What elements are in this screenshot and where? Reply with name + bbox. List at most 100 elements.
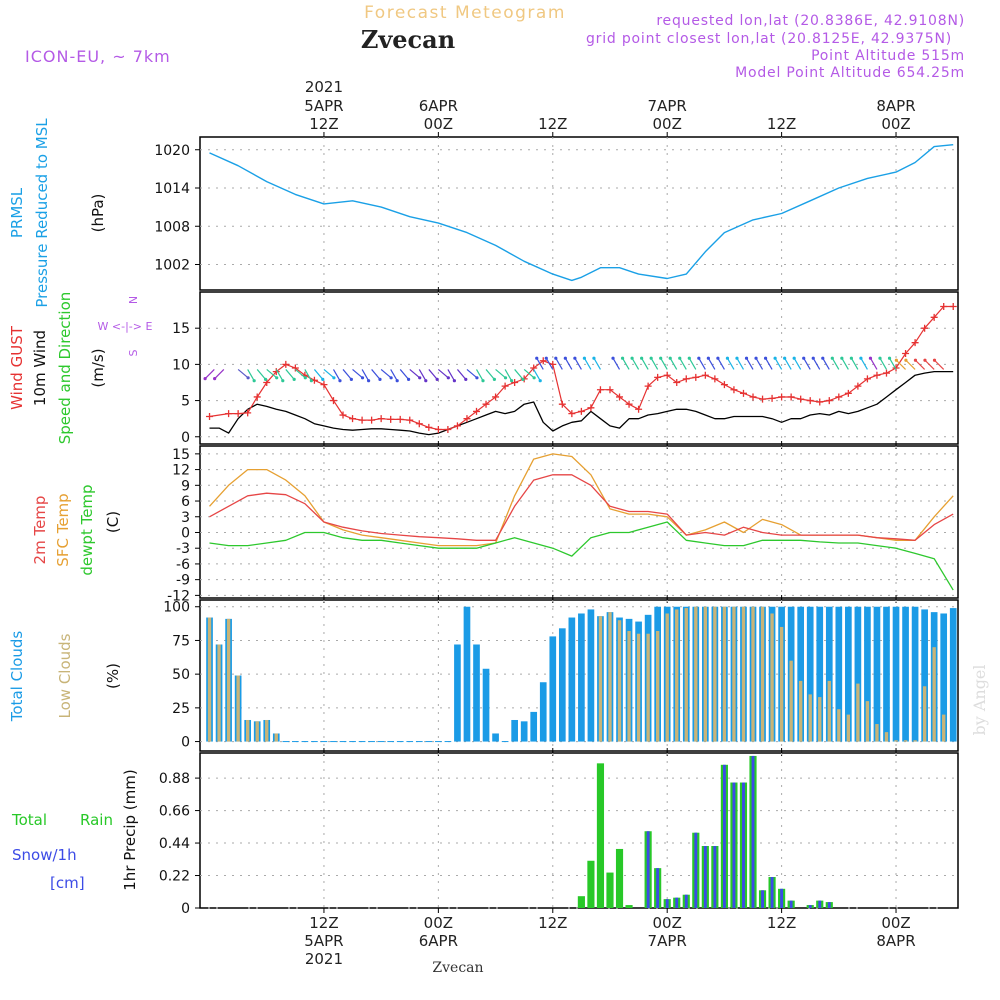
wind-arrow [495,368,506,379]
wind-arrow-head [859,356,863,360]
wind-arrow-head [792,356,796,360]
y-tick-label: 15 [172,321,190,337]
wind-arrow-head [716,356,720,360]
total-cloud-bar [539,682,547,742]
wind-arrow-head [754,356,758,360]
gust-marker [816,398,824,406]
wind-arrow-head [868,356,873,360]
snow-bar [694,832,698,908]
low-cloud-bar [808,694,812,742]
gust-marker [673,378,681,386]
location-title: Zvecan [361,25,455,54]
grid-point-coordinates: grid point closest lon,lat (20.8125E, 42… [586,31,952,47]
wind-arrow-head [849,356,853,360]
wind-arrow-head [309,379,313,383]
wind-arrow [204,369,215,380]
total-cloud-bar [558,628,566,742]
wind-arrow-head [203,377,207,381]
wind-arrow-head [475,376,479,380]
wind-arrow-head [338,379,342,383]
rain-bar [615,848,624,908]
total-cloud-bar [864,606,871,742]
low-cloud-bar [846,714,851,742]
gust-marker [244,409,252,417]
gust-label: Wind GUST [8,325,26,410]
wind-arrow [533,369,541,382]
low-cloud-bar [884,732,889,742]
wind-direction-label: Speed and Direction [56,292,74,445]
low-cloud-bar [760,606,765,742]
gust-marker [616,393,624,401]
wind-arrow [850,357,859,370]
low-cloud-bar [922,686,927,742]
top-time-label: 00Z [653,115,682,133]
low-cloud-bar [217,644,221,742]
wind-arrow-head [435,377,439,382]
y-tick-label: 1014 [154,181,190,197]
footer-location: Zvecan [432,960,483,976]
low-cloud-bar [770,613,774,742]
gust-marker [787,393,795,401]
clouds-panel: 0 25 50 75 100 [163,595,959,756]
wind-arrow [555,357,563,370]
y-tick-label: 6 [181,494,190,510]
total-cloud-bar [520,721,528,742]
low-cloud-bar [913,740,917,742]
snow-bar [646,831,650,908]
wind-arrow [812,357,821,370]
bottom-time-label: 00Z [424,914,453,932]
total-cloud-bar [854,606,862,742]
gust-marker [501,382,509,390]
wind-arrow [631,357,640,370]
wind-arrow [698,357,706,370]
low-cloud-bar [694,606,698,742]
gust-marker [720,381,728,389]
low-cloud-bar [751,606,755,742]
gust-marker [539,357,547,365]
wind-arrow-head [510,379,514,383]
wind-arrow [371,369,381,380]
bottom-time-label: 00Z [653,914,682,932]
low-cloud-bar [932,647,936,742]
wind-arrow [574,357,582,370]
wind-arrow-head [360,376,365,380]
low-cloud-bar [684,608,688,742]
y-tick-label: 0 [181,735,190,751]
low-cloud-bar [226,618,231,742]
wind-arrow-head [887,356,892,360]
low-cloud-bar [789,660,793,742]
wind-arrow-head [213,377,217,381]
gust-marker [234,410,242,418]
top-time-label: 5APR [304,97,343,115]
wind-arrow [380,368,392,379]
wind-arrow-head [252,379,256,383]
low-cloud-bar [675,609,679,742]
total-cloud-bar [530,711,538,742]
y-tick-label: 9 [181,478,190,494]
y-tick-label: -3 [176,541,190,557]
gust-marker [635,405,643,413]
gust-marker [825,397,833,405]
low-clouds-label: Low Clouds [56,633,74,718]
rain-bar [596,763,605,908]
wind-arrow-head [620,356,625,360]
wind-arrow [765,357,773,370]
wind-arrow-head [275,376,279,380]
gust-marker [396,415,404,423]
y-tick-label: 15 [172,447,190,463]
low-cloud-bar [265,719,269,742]
wind-arrow-head [640,356,644,360]
bottom-time-label: 5APR [304,932,343,950]
wind-arrow-head [389,376,393,380]
wind-arrow [924,359,935,370]
wind-arrow-head [452,379,456,383]
total-cloud-bar [940,613,948,742]
gust-marker [806,397,814,405]
requested-coordinates: requested lon,lat (20.8386E, 42.9108N) [656,13,965,29]
clouds-unit: (%) [104,663,122,689]
wind-frame [199,291,959,445]
y-tick-label: 3 [181,510,190,526]
total-clouds-label: Total Clouds [8,631,26,723]
model-point-altitude: Model Point Altitude 654.25m [735,65,965,81]
gust-marker [759,395,767,403]
